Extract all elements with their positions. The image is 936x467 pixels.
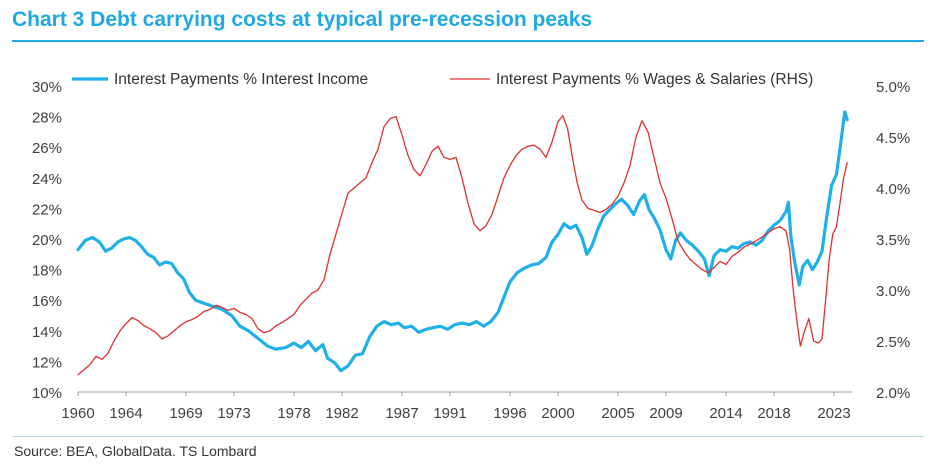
- legend-label-interest-income: Interest Payments % Interest Income: [114, 71, 368, 88]
- x-tick-label: 2005: [601, 405, 634, 422]
- y-left-tick-label: 26%: [32, 140, 62, 157]
- y-left-tick-label: 14%: [32, 324, 62, 341]
- x-tick-label: 1960: [61, 405, 94, 422]
- x-tick-label: 1978: [277, 405, 310, 422]
- series-line-interest-income: [76, 110, 849, 373]
- y-left-tick-label: 18%: [32, 263, 62, 280]
- y-left-tick-label: 16%: [32, 293, 62, 310]
- y-right-tick-label: 4.0%: [876, 181, 910, 198]
- y-right-tick-label: 3.5%: [876, 232, 910, 249]
- x-tick-label: 2018: [757, 405, 790, 422]
- plot-area: 10% 12% 14% 16% 18% 20% 22% 24% 26% 28% 30% 2.0% 2.5…: [32, 71, 910, 422]
- y-left-tick-label: 10%: [32, 385, 62, 402]
- y-left-tick-label: 24%: [32, 171, 62, 188]
- source-note: Source: BEA, GlobalData. TS Lombard: [14, 443, 257, 459]
- x-tick-label: 1973: [217, 405, 250, 422]
- y-right-tick-label: 4.5%: [876, 130, 910, 147]
- y-right-tick-label: 5.0%: [876, 79, 910, 96]
- series-line-wages-salaries: [77, 114, 848, 376]
- chart: 10% 12% 14% 16% 18% 20% 22% 24% 26% 28% 30% 2.0% 2.5…: [32, 71, 910, 422]
- y-left-tick-label: 30%: [32, 79, 62, 96]
- y-left-tick-label: 28%: [32, 110, 62, 127]
- chart-title: Chart 3 Debt carrying costs at typical p…: [12, 8, 593, 31]
- y-left-tick-label: 22%: [32, 201, 62, 218]
- x-tick-label: 1996: [493, 405, 526, 422]
- x-tick-label: 1969: [169, 405, 202, 422]
- x-tick-label: 1987: [385, 405, 418, 422]
- x-tick-label: 2023: [817, 405, 850, 422]
- x-tick-label: 2009: [649, 405, 682, 422]
- x-tick-label: 2000: [541, 405, 574, 422]
- x-tick-label: 1964: [109, 405, 142, 422]
- y-right-tick-label: 2.0%: [876, 385, 910, 402]
- x-tick-label: 1982: [325, 405, 358, 422]
- y-right-tick-label: 2.5%: [876, 334, 910, 351]
- y-left-tick-label: 20%: [32, 232, 62, 249]
- y-right-tick-label: 3.0%: [876, 283, 910, 300]
- title-rule: [12, 40, 924, 42]
- legend-label-wages-salaries: Interest Payments % Wages & Salaries (RH…: [496, 71, 813, 88]
- y-left-tick-label: 12%: [32, 354, 62, 371]
- footer-rule: [12, 436, 924, 437]
- x-tick-label: 2014: [709, 405, 742, 422]
- x-tick-label: 1991: [433, 405, 466, 422]
